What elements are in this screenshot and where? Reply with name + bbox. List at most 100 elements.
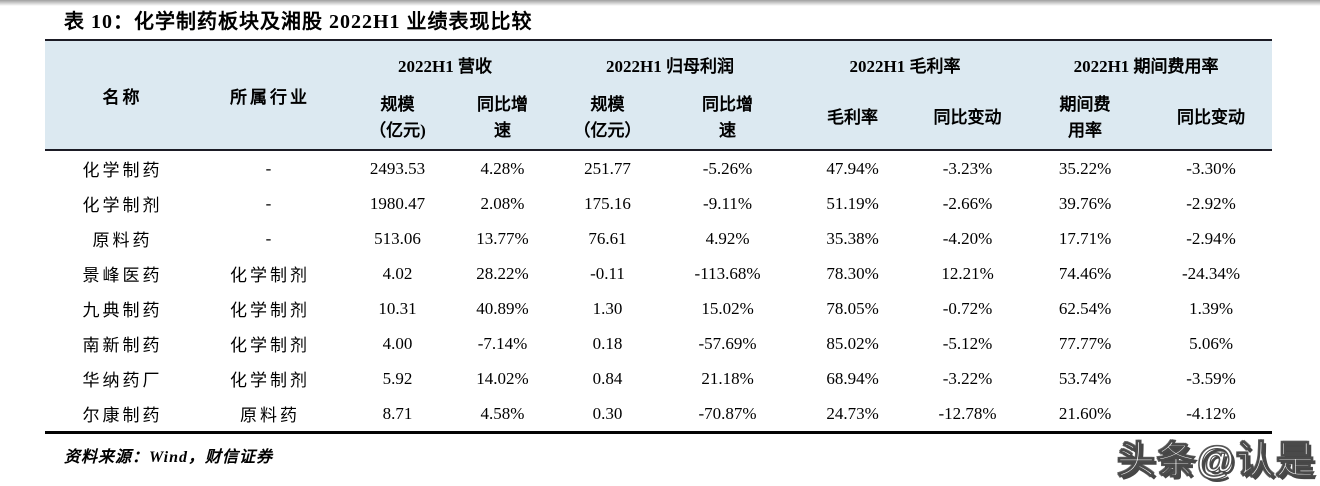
cell-gross-margin: 24.73% <box>826 403 879 423</box>
table-row: 化学制剂 - 1980.47 2.08% 175.16 -9.11% 51.19… <box>45 186 1272 221</box>
cell-name: 化学制剂 <box>82 196 163 215</box>
cell-industry: - <box>265 228 275 248</box>
cell-rev-yoy: 40.89% <box>476 298 529 318</box>
cell-expense-ratio: 21.60% <box>1058 403 1112 423</box>
sub-header-profit-scale: 规模 （亿元） <box>573 94 642 140</box>
cell-rev-scale: 8.71 <box>382 403 413 423</box>
cell-name: 尔康制药 <box>82 406 163 425</box>
header-sub-row: 规模 （亿元) 同比增 速 规模 （亿元） 同比增 速 毛利率 同比变动 期间费… <box>45 87 1273 150</box>
group-header-net-profit: 2022H1 归母利润 <box>606 56 735 76</box>
window-top-shadow <box>0 0 1320 6</box>
cell-er-change: 5.06% <box>1189 333 1234 353</box>
cell-rev-scale: 10.31 <box>378 298 417 318</box>
cell-name: 华纳药厂 <box>82 371 163 390</box>
sub-header-rev-yoy: 同比增 速 <box>477 94 528 140</box>
cell-profit-scale: 175.16 <box>584 193 631 213</box>
cell-profit-scale: -0.11 <box>590 263 625 283</box>
sub-header-rev-scale: 规模 （亿元) <box>369 94 426 140</box>
group-header-revenue: 2022H1 营收 <box>398 56 492 76</box>
cell-rev-yoy: -7.14% <box>477 333 528 353</box>
cell-expense-ratio: 35.22% <box>1058 158 1112 178</box>
sub-header-er-change: 同比变动 <box>1177 107 1246 127</box>
cell-profit-yoy: -57.69% <box>698 333 757 353</box>
table-row: 九典制药 化学制剂 10.31 40.89% 1.30 15.02% 78.05… <box>45 291 1272 326</box>
cell-profit-scale: 0.18 <box>592 333 623 353</box>
cell-gm-change: -4.20% <box>942 228 993 248</box>
table-title: 表 10：化学制药板块及湘股 2022H1 业绩表现比较 <box>64 11 533 33</box>
sub-header-profit-yoy: 同比增 速 <box>702 94 754 140</box>
cell-er-change: -3.30% <box>1186 158 1236 178</box>
sub-header-gross-margin: 毛利率 <box>827 107 879 127</box>
cell-gross-margin: 78.30% <box>826 263 879 283</box>
cell-gross-margin: 68.94% <box>826 368 879 388</box>
cell-industry: 化学制剂 <box>230 371 310 390</box>
cell-er-change: -24.34% <box>1182 263 1241 283</box>
cell-profit-yoy: 4.92% <box>705 228 750 248</box>
cell-rev-yoy: 13.77% <box>476 228 529 248</box>
cell-industry: 化学制剂 <box>230 301 310 320</box>
cell-industry: 化学制剂 <box>230 266 310 285</box>
cell-profit-scale: 0.84 <box>592 368 623 388</box>
cell-rev-scale: 513.06 <box>374 228 421 248</box>
cell-profit-scale: 76.61 <box>588 228 627 248</box>
cell-expense-ratio: 62.54% <box>1058 298 1112 318</box>
cell-er-change: -3.59% <box>1186 368 1236 388</box>
cell-er-change: -2.92% <box>1186 193 1236 213</box>
cell-rev-scale: 4.00 <box>382 333 413 353</box>
cell-expense-ratio: 39.76% <box>1058 193 1112 213</box>
cell-gm-change: -3.23% <box>942 158 993 178</box>
cell-profit-scale: 0.30 <box>592 403 623 423</box>
cell-er-change: -4.12% <box>1186 403 1236 423</box>
cell-gm-change: -12.78% <box>938 403 997 423</box>
cell-rev-scale: 2493.53 <box>369 158 426 178</box>
table-row: 华纳药厂 化学制剂 5.92 14.02% 0.84 21.18% 68.94%… <box>45 361 1272 396</box>
header-group-row: 名称 所属行业 2022H1 营收 2022H1 归母利润 2022H1 毛利率… <box>45 40 1272 107</box>
cell-gm-change: -0.72% <box>942 298 993 318</box>
table-row: 原料药 - 513.06 13.77% 76.61 4.92% 35.38% -… <box>45 221 1272 256</box>
cell-name: 南新制药 <box>82 336 163 355</box>
cell-name: 九典制药 <box>82 301 163 320</box>
table-header: 名称 所属行业 2022H1 营收 2022H1 归母利润 2022H1 毛利率… <box>45 40 1273 150</box>
cell-name: 化学制药 <box>82 161 163 180</box>
cell-gm-change: -5.12% <box>942 333 993 353</box>
cell-expense-ratio: 17.71% <box>1058 228 1112 248</box>
cell-rev-yoy: 2.08% <box>480 193 525 213</box>
cell-rev-yoy: 4.58% <box>480 403 525 423</box>
cell-expense-ratio: 53.74% <box>1058 368 1112 388</box>
cell-gross-margin: 78.05% <box>826 298 879 318</box>
table-row: 尔康制药 原料药 8.71 4.58% 0.30 -70.87% 24.73% … <box>45 396 1272 433</box>
sub-header-gm-change: 同比变动 <box>933 107 1002 127</box>
cell-profit-yoy: -70.87% <box>698 403 757 423</box>
cell-rev-scale: 5.92 <box>382 368 413 388</box>
cell-industry: - <box>265 158 275 178</box>
sub-header-expense-ratio: 期间费 用率 <box>1059 94 1111 140</box>
toutiao-watermark: 头条@认是 <box>1116 440 1316 483</box>
cell-rev-scale: 1980.47 <box>369 193 426 213</box>
cell-name: 景峰医药 <box>82 266 163 285</box>
cell-gross-margin: 47.94% <box>826 158 879 178</box>
cell-profit-yoy: -9.11% <box>703 193 752 213</box>
col-header-name: 名称 <box>102 87 143 107</box>
cell-profit-scale: 1.30 <box>592 298 623 318</box>
group-header-gross-margin: 2022H1 毛利率 <box>849 56 961 76</box>
table-row: 化学制药 - 2493.53 4.28% 251.77 -5.26% 47.94… <box>45 150 1272 186</box>
cell-expense-ratio: 77.77% <box>1058 333 1112 353</box>
cell-industry: - <box>265 193 275 213</box>
table-row: 南新制药 化学制剂 4.00 -7.14% 0.18 -57.69% 85.02… <box>45 326 1272 361</box>
table-row: 景峰医药 化学制剂 4.02 28.22% -0.11 -113.68% 78.… <box>45 256 1272 291</box>
cell-industry: 化学制剂 <box>230 336 310 355</box>
cell-gm-change: -2.66% <box>942 193 993 213</box>
cell-gm-change: -3.22% <box>942 368 993 388</box>
cell-profit-yoy: -5.26% <box>702 158 753 178</box>
cell-er-change: -2.94% <box>1186 228 1236 248</box>
col-header-industry: 所属行业 <box>230 87 310 107</box>
cell-industry: 原料药 <box>240 406 300 425</box>
cell-rev-yoy: 14.02% <box>476 368 529 388</box>
cell-profit-scale: 251.77 <box>584 158 631 178</box>
table-body: 化学制药 - 2493.53 4.28% 251.77 -5.26% 47.94… <box>45 150 1272 433</box>
cell-gm-change: 12.21% <box>941 263 994 283</box>
cell-profit-yoy: 15.02% <box>701 298 754 318</box>
performance-table: 名称 所属行业 2022H1 营收 2022H1 归母利润 2022H1 毛利率… <box>45 39 1273 434</box>
cell-gross-margin: 35.38% <box>826 228 879 248</box>
